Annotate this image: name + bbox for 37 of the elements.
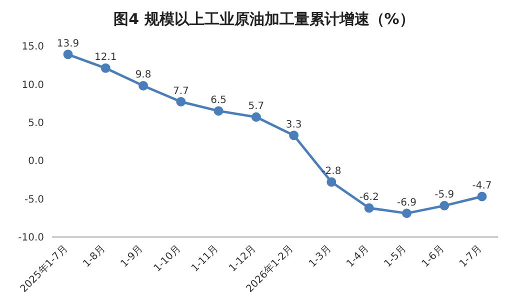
x-tick-label: 1-6月: [420, 243, 446, 270]
x-tick-label: 1-5月: [382, 243, 409, 270]
data-label: 7.7: [172, 86, 189, 97]
y-tick-label: 10.0: [22, 80, 44, 91]
x-tick-label: 1-3月: [307, 243, 334, 270]
point: [63, 50, 73, 60]
point: [289, 130, 299, 140]
x-tick-label: 1-9月: [118, 243, 146, 270]
data-label: -4.7: [472, 180, 492, 192]
point: [214, 106, 224, 116]
y-tick-label: 5.0: [28, 118, 44, 129]
y-tick-label: -5.0: [24, 194, 44, 206]
point: [100, 63, 110, 73]
data-label: 6.5: [210, 94, 226, 106]
y-tick-label: 0.0: [28, 156, 44, 168]
x-tick-label: 1-8月: [81, 243, 108, 270]
point: [364, 203, 374, 213]
point: [477, 192, 487, 202]
data-label: 12.1: [94, 52, 117, 64]
data-label: -6.2: [359, 192, 379, 203]
data-label: 5.7: [248, 101, 264, 112]
data-label: 9.8: [135, 70, 152, 81]
data-label: 3.3: [286, 119, 302, 130]
x-tick-label: 1-4月: [344, 243, 372, 270]
y-tick-label: 15.0: [22, 42, 44, 53]
point: [440, 200, 450, 210]
point: [402, 208, 412, 218]
chart-title: 图4 规模以上工业原油加工量累计增速（%）: [112, 9, 416, 30]
x-tick-label: 1-7月: [458, 243, 484, 270]
point: [176, 97, 186, 107]
point: [251, 112, 261, 122]
y-tick-label: -10.0: [18, 232, 44, 244]
data-label: -6.9: [396, 197, 416, 208]
data-label: -5.9: [434, 190, 454, 201]
point: [138, 80, 148, 90]
data-label: 13.9: [56, 38, 80, 50]
point: [326, 177, 336, 187]
